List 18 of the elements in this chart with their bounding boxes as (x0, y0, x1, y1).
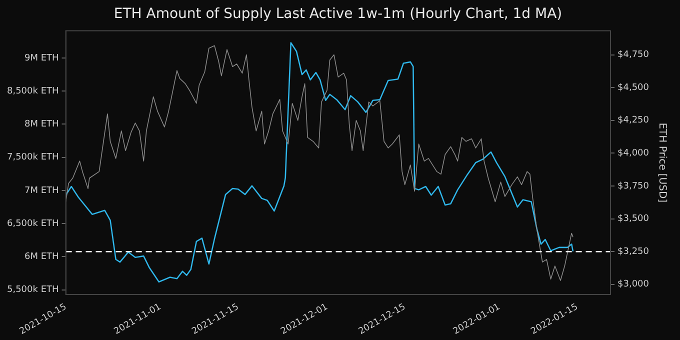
y-tick-label: 6,500k ETH (6, 218, 59, 229)
y2-tick-label: $4,250 (618, 116, 650, 126)
y2-tick-label: $3,000 (618, 280, 650, 290)
y2-axis-title: ETH Price [USD] (656, 122, 668, 203)
y2-tick-label: $4,500 (618, 82, 650, 93)
y2-tick-label: $3,500 (618, 214, 650, 224)
y2-tick-label: $3,250 (618, 246, 650, 257)
y-tick-label: 7M ETH (24, 186, 59, 196)
y2-tick-label: $3,750 (618, 181, 650, 192)
y2-tick-label: $4,750 (618, 50, 650, 60)
y-tick-label: 8M ETH (24, 120, 59, 130)
chart-title: ETH Amount of Supply Last Active 1w-1m (Hourly Chart, 1d MA) (114, 6, 562, 22)
y-tick-label: 7,500k ETH (6, 152, 59, 163)
y-tick-label: 5,500k ETH (6, 285, 59, 296)
y-tick-label: 6M ETH (24, 252, 59, 262)
y-tick-label: 9M ETH (24, 53, 59, 64)
y2-tick-label: $4,000 (618, 148, 650, 159)
y-tick-label: 8,500k ETH (6, 86, 59, 96)
